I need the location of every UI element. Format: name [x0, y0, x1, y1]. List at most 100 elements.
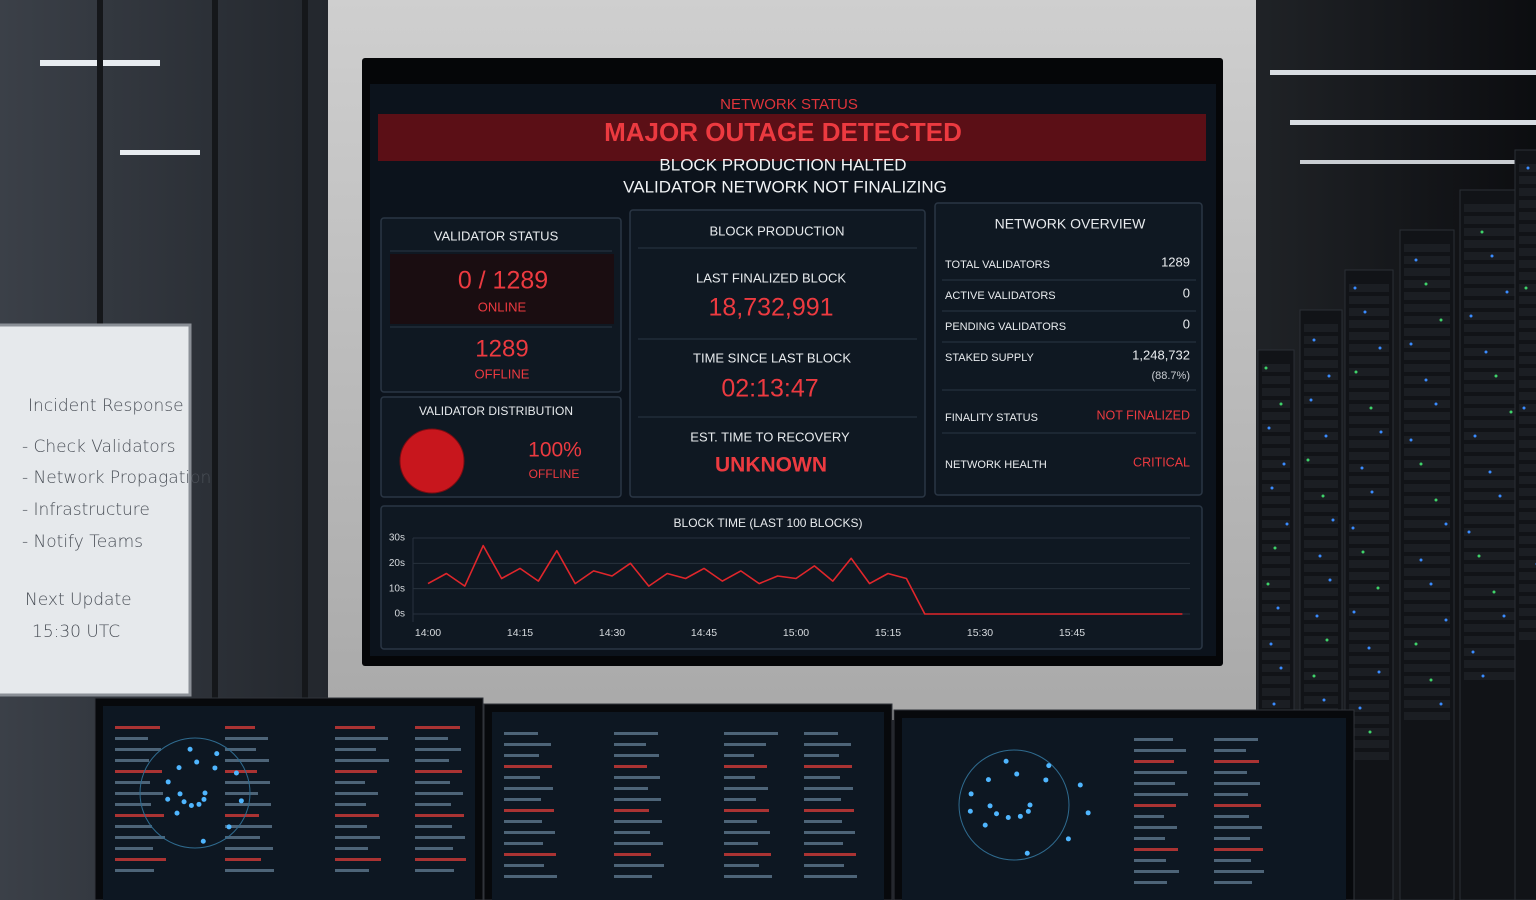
table-line — [335, 847, 368, 850]
rack-unit — [1519, 452, 1536, 460]
table-line — [1214, 859, 1251, 862]
rack-unit — [1519, 584, 1536, 592]
whiteboard-surface — [0, 323, 192, 697]
rack-unit — [1519, 512, 1536, 520]
table-line — [335, 869, 369, 872]
table-line — [804, 732, 838, 735]
monitor-screen — [902, 718, 1346, 900]
x-tick-label: 15:15 — [875, 627, 901, 639]
rack-unit — [1349, 752, 1389, 760]
rack-unit — [1304, 384, 1338, 392]
rack-unit — [1304, 456, 1338, 464]
rack-unit — [1464, 336, 1516, 344]
rack-led — [1429, 582, 1433, 586]
rack-led — [1524, 286, 1528, 290]
offline-value: 1289 — [475, 335, 528, 362]
table-line — [1134, 815, 1164, 818]
rack-led — [1492, 590, 1496, 594]
y-tick-label: 30s — [389, 533, 405, 544]
rack-unit — [1404, 340, 1450, 348]
highlight-box — [390, 254, 614, 324]
rack-unit — [1519, 392, 1536, 400]
rack-led — [1419, 462, 1423, 466]
rack-unit — [1262, 532, 1290, 540]
table-line — [724, 754, 754, 757]
node-dot — [226, 824, 232, 830]
table-line — [614, 743, 646, 746]
table-line — [335, 759, 389, 762]
rack-unit — [1262, 556, 1290, 564]
rack-unit — [1464, 216, 1516, 224]
rack-unit — [1464, 600, 1516, 608]
rack-unit — [1464, 204, 1516, 212]
table-line — [504, 754, 539, 757]
node-dot — [212, 765, 218, 771]
rack-unit — [1404, 520, 1450, 528]
panel — [934, 202, 1203, 496]
node-dot — [194, 759, 200, 765]
rack-unit — [1349, 680, 1389, 688]
row-value: 1289 — [1161, 254, 1190, 269]
whiteboard: Incident Response - Check Validators - N… — [0, 323, 211, 697]
rack-led — [1419, 558, 1423, 562]
table-line — [115, 825, 152, 828]
rack-unit — [1464, 324, 1516, 332]
table-line — [415, 847, 453, 850]
table-line — [1214, 749, 1246, 752]
rack-led — [1481, 674, 1485, 678]
pie-value-label: 100% — [528, 439, 582, 462]
rack-led — [1414, 642, 1418, 646]
table-line — [1134, 848, 1178, 851]
rack-led — [1434, 402, 1438, 406]
rack-unit — [1519, 248, 1536, 256]
table-line — [335, 836, 380, 839]
rack-unit — [1519, 488, 1536, 496]
table-line — [614, 809, 649, 812]
node-dot — [1003, 758, 1009, 764]
table-line — [415, 737, 448, 740]
rack-unit — [1349, 704, 1389, 712]
rack-unit — [1404, 472, 1450, 480]
table-line — [504, 875, 557, 878]
rack-unit — [1519, 176, 1536, 184]
rack-unit — [1464, 504, 1516, 512]
rack-unit — [1404, 424, 1450, 432]
rack-unit — [1304, 696, 1338, 704]
online-label: ONLINE — [478, 299, 527, 314]
rack-unit — [1349, 716, 1389, 724]
table-line — [1214, 837, 1250, 840]
table-line — [115, 847, 153, 850]
rack-unit — [1464, 624, 1516, 632]
table-line — [724, 787, 768, 790]
online-value: 0 / 1289 — [458, 267, 548, 295]
rack-led — [1484, 350, 1488, 354]
x-tick-label: 14:45 — [691, 627, 717, 639]
rack-unit — [1262, 376, 1290, 384]
rack-unit — [1349, 620, 1389, 628]
rack-unit — [1464, 672, 1516, 680]
node-dot — [233, 770, 239, 776]
rack-unit — [1349, 572, 1389, 580]
table-line — [225, 825, 272, 828]
table-line — [225, 803, 271, 806]
rack-unit — [1464, 516, 1516, 524]
window-frames — [97, 0, 308, 700]
rack-unit — [1464, 396, 1516, 404]
rack-unit — [1304, 408, 1338, 416]
table-line — [614, 853, 651, 856]
rack-unit — [1404, 628, 1450, 636]
node-dot — [968, 791, 974, 797]
table-line — [415, 792, 463, 795]
table-line — [335, 803, 366, 806]
rack-unit — [1404, 616, 1450, 624]
rack-led — [1377, 670, 1381, 674]
rack-unit — [1349, 416, 1389, 424]
rack-led — [1324, 434, 1328, 438]
rack-led — [1409, 438, 1413, 442]
table-line — [1134, 804, 1176, 807]
row-value: 1,248,732 — [1132, 347, 1190, 362]
rack-unit — [1304, 420, 1338, 428]
whiteboard-item: - Infrastructure — [22, 500, 150, 520]
table-line — [504, 765, 552, 768]
